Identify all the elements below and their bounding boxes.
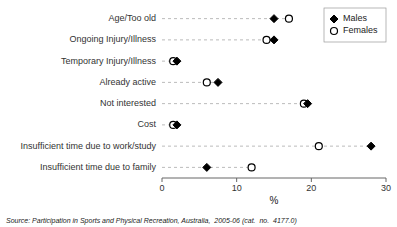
x-tick-label: 20 [306,183,316,193]
category-label: Insufficient time due to work/study [21,141,157,151]
legend-symbol [331,28,338,35]
category-label: Ongoing Injury/Illness [69,34,156,44]
x-tick-label: 10 [232,183,242,193]
dot [315,143,322,150]
dot [214,78,222,86]
dot [285,15,292,22]
dot [173,57,181,65]
dot [304,100,312,108]
dot [263,36,270,43]
x-tick-label: 30 [381,183,391,193]
dot [203,79,210,86]
category-label: Insufficient time due to family [40,162,156,172]
category-label: Already active [99,77,156,87]
x-axis [162,178,386,179]
dot [270,36,278,44]
category-label: Cost [137,119,156,129]
source-note: Source: Participation in Sports and Phys… [6,217,297,225]
legend-label: Males [343,13,368,23]
guide-line [162,146,371,147]
legend-label: Females [343,25,378,35]
legend: Males Females [324,8,386,42]
x-axis-label: % [270,195,279,206]
dot [248,164,255,171]
category-label: Temporary Injury/Illness [61,56,157,66]
category-label: Not interested [100,98,156,108]
dot [270,15,278,23]
x-tick [386,178,387,182]
dot [173,121,181,129]
x-tick [311,178,312,182]
x-tick [236,178,237,182]
category-label: Age/Too old [108,13,156,23]
legend-symbol [330,15,338,23]
guide-line [162,39,274,40]
chart: Age/Too old Ongoing Injury/Illness Tempora… [0,0,397,227]
legend-frame [324,8,386,42]
guide-line [162,103,308,104]
dot [367,142,375,150]
x-tick [162,178,163,182]
dot [203,163,211,171]
x-tick-label: 0 [159,183,164,193]
